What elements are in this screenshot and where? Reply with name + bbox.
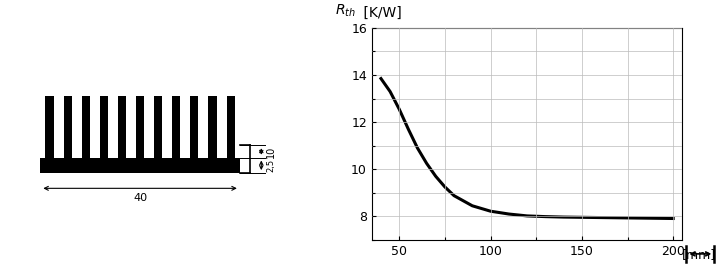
- Text: [mm]: [mm]: [682, 248, 716, 261]
- Text: 40: 40: [133, 193, 147, 203]
- Text: 10: 10: [266, 145, 277, 158]
- Bar: [209, 96, 217, 158]
- Bar: [45, 96, 53, 158]
- Text: $R_{th}$: $R_{th}$: [334, 3, 355, 20]
- Bar: [118, 96, 126, 158]
- Bar: [64, 96, 71, 158]
- Bar: [100, 96, 108, 158]
- Bar: [136, 96, 144, 158]
- Bar: [40, 158, 240, 173]
- Bar: [154, 96, 162, 158]
- Text: 2,5: 2,5: [266, 159, 275, 172]
- Bar: [82, 96, 90, 158]
- Bar: [227, 96, 235, 158]
- Bar: [173, 96, 180, 158]
- Bar: [191, 96, 199, 158]
- Text: [K/W]: [K/W]: [360, 5, 402, 20]
